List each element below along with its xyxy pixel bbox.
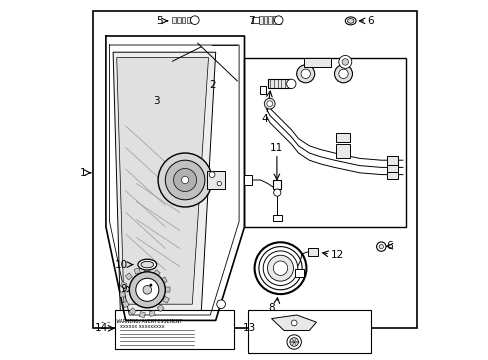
Circle shape [263, 251, 297, 285]
Bar [93, 11, 416, 328]
Circle shape [273, 189, 280, 196]
Circle shape [165, 160, 204, 200]
Bar [160, 277, 167, 284]
Ellipse shape [345, 17, 355, 25]
Text: 7: 7 [247, 16, 254, 26]
Bar [258, 16, 262, 24]
Bar [164, 287, 169, 292]
Ellipse shape [347, 18, 353, 23]
Polygon shape [271, 315, 316, 330]
Text: 6: 6 [386, 240, 392, 251]
Text: ⚠ ⚠  WARNING/AVERTISSEMENT: ⚠ ⚠ WARNING/AVERTISSEMENT [101, 319, 182, 324]
Circle shape [334, 65, 352, 83]
Circle shape [266, 101, 272, 107]
Circle shape [273, 261, 287, 275]
Text: xxxxxx xxxxxxxxx: xxxxxx xxxxxxxxx [120, 324, 164, 329]
Bar [206, 171, 224, 189]
Text: 9: 9 [121, 284, 127, 294]
Bar [177, 17, 181, 23]
Bar [122, 301, 129, 308]
Circle shape [289, 338, 298, 346]
Circle shape [216, 300, 225, 309]
Bar [186, 17, 190, 23]
Bar [191, 17, 194, 23]
Text: 4: 4 [261, 114, 267, 124]
Bar [273, 180, 281, 189]
Circle shape [301, 69, 310, 78]
Ellipse shape [138, 259, 156, 270]
Circle shape [136, 278, 159, 301]
Circle shape [217, 181, 221, 186]
Text: 10: 10 [114, 260, 127, 270]
Circle shape [209, 172, 215, 177]
Circle shape [296, 65, 314, 83]
Bar [336, 133, 349, 142]
Circle shape [286, 79, 295, 89]
Circle shape [376, 242, 385, 251]
Circle shape [190, 16, 199, 24]
Bar [149, 311, 155, 316]
Bar [157, 305, 164, 312]
Circle shape [378, 244, 383, 249]
Circle shape [129, 272, 165, 308]
Bar [307, 248, 318, 256]
Polygon shape [113, 52, 215, 311]
Circle shape [291, 320, 296, 326]
Bar [163, 296, 169, 303]
Circle shape [158, 153, 212, 207]
Circle shape [338, 69, 347, 78]
Bar [272, 16, 276, 24]
Text: 13: 13 [242, 323, 256, 333]
Bar [244, 58, 406, 227]
Text: 12: 12 [330, 250, 344, 260]
Circle shape [173, 168, 196, 192]
Circle shape [267, 255, 293, 281]
Text: 5: 5 [156, 16, 162, 26]
Bar [182, 17, 185, 23]
Bar [386, 163, 397, 172]
Circle shape [338, 55, 351, 68]
Bar [272, 215, 281, 221]
Bar [144, 267, 150, 273]
Bar [153, 270, 160, 277]
Bar [125, 273, 132, 280]
Bar [120, 292, 125, 297]
Text: 2: 2 [209, 80, 216, 90]
Bar [268, 16, 271, 24]
Circle shape [149, 284, 152, 287]
Bar [172, 17, 176, 23]
Bar [260, 86, 266, 94]
Text: 11: 11 [270, 143, 283, 153]
Bar [129, 308, 136, 315]
Text: 1: 1 [80, 168, 86, 178]
Bar [244, 175, 251, 185]
Bar [247, 310, 370, 353]
Circle shape [142, 285, 151, 294]
Bar [134, 268, 140, 274]
Text: 14: 14 [95, 323, 108, 333]
Bar [303, 58, 330, 67]
Circle shape [274, 16, 283, 24]
Circle shape [181, 176, 188, 184]
Bar [294, 269, 303, 277]
Bar [120, 282, 127, 288]
Bar [277, 16, 281, 24]
Bar [267, 79, 291, 88]
Circle shape [342, 59, 348, 65]
Bar [386, 156, 397, 165]
Ellipse shape [141, 261, 153, 268]
Text: 6: 6 [367, 16, 373, 26]
Polygon shape [117, 58, 208, 304]
Text: 3: 3 [153, 96, 159, 106]
Bar [263, 16, 266, 24]
Circle shape [286, 335, 301, 349]
Bar [386, 170, 397, 179]
Bar [139, 312, 145, 318]
Text: 8: 8 [267, 303, 274, 313]
Bar [115, 310, 233, 349]
Bar [252, 17, 259, 23]
Circle shape [264, 98, 275, 109]
Bar [336, 144, 349, 158]
